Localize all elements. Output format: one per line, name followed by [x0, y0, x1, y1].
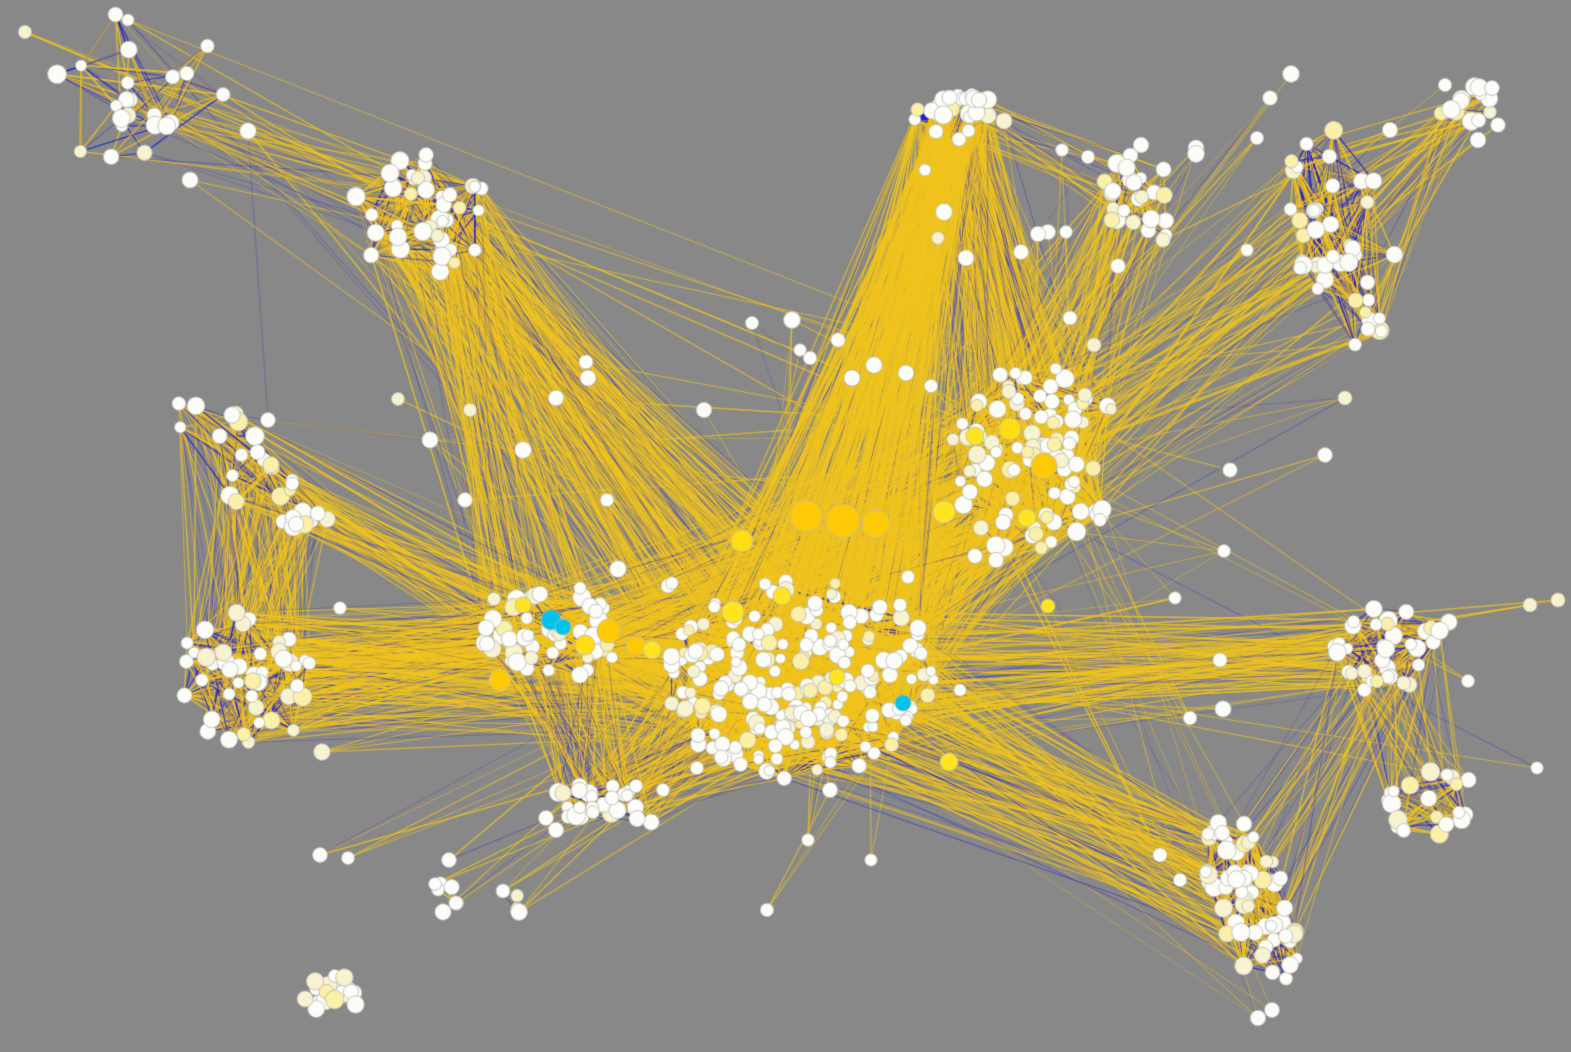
network-graph-canvas[interactable]: [0, 0, 1571, 1052]
network-graph-visualization: [0, 0, 1571, 1052]
